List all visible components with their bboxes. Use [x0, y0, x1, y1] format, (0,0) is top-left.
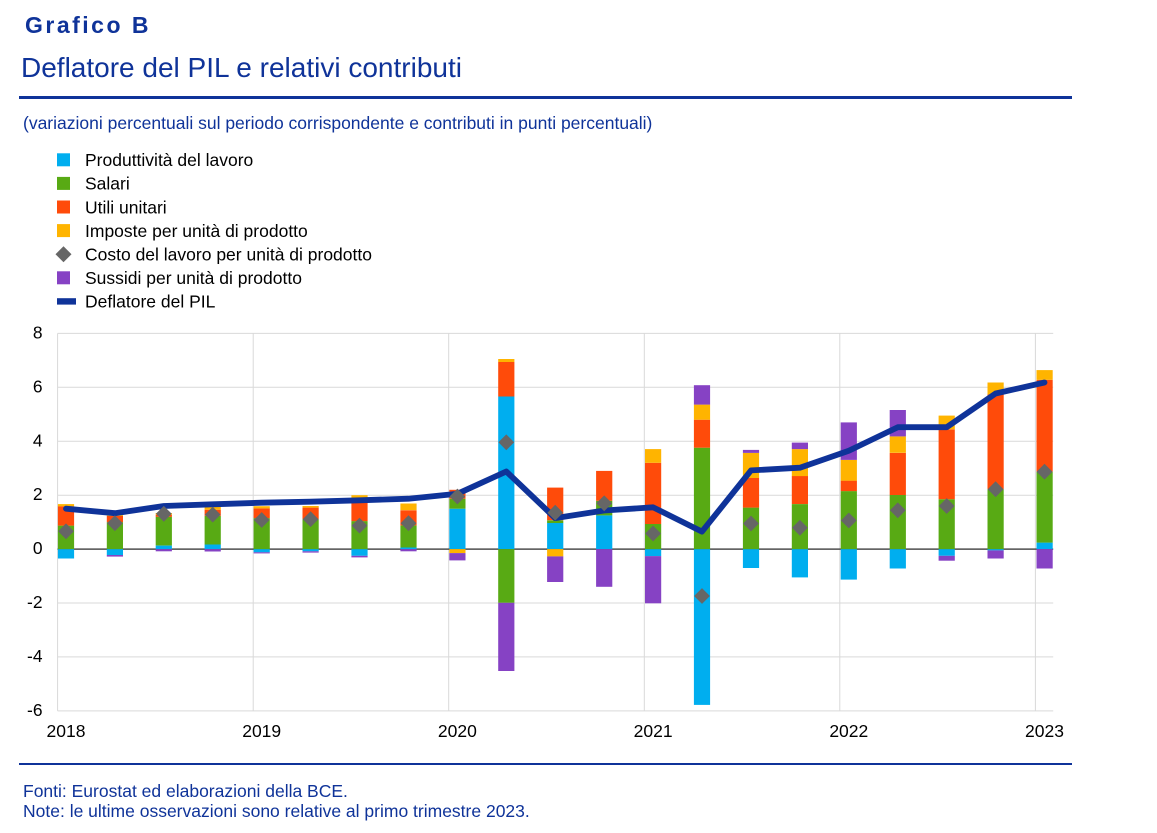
svg-text:2020: 2020 — [438, 721, 477, 741]
svg-text:2019: 2019 — [242, 721, 281, 741]
svg-text:-2: -2 — [27, 592, 42, 612]
svg-text:Imposte per unità di prodotto: Imposte per unità di prodotto — [85, 221, 308, 241]
svg-text:Deflatore del PIL: Deflatore del PIL — [85, 292, 216, 312]
svg-text:-4: -4 — [27, 646, 43, 666]
svg-text:Costo del lavoro per unità di: Costo del lavoro per unità di prodotto — [85, 245, 372, 265]
svg-text:2018: 2018 — [47, 721, 86, 741]
svg-text:2022: 2022 — [829, 721, 868, 741]
svg-text:Salari: Salari — [85, 174, 130, 194]
svg-text:-6: -6 — [27, 700, 42, 720]
svg-text:6: 6 — [33, 376, 43, 396]
svg-text:8: 8 — [33, 322, 43, 342]
svg-text:2: 2 — [33, 484, 43, 504]
svg-text:4: 4 — [33, 430, 43, 450]
svg-text:Sussidi per unità di prodotto: Sussidi per unità di prodotto — [85, 268, 302, 288]
svg-text:0: 0 — [33, 538, 43, 558]
svg-text:Produttività del lavoro: Produttività del lavoro — [85, 150, 253, 170]
svg-text:Utili unitari: Utili unitari — [85, 197, 167, 217]
svg-text:2023: 2023 — [1025, 721, 1064, 741]
svg-text:2021: 2021 — [634, 721, 673, 741]
